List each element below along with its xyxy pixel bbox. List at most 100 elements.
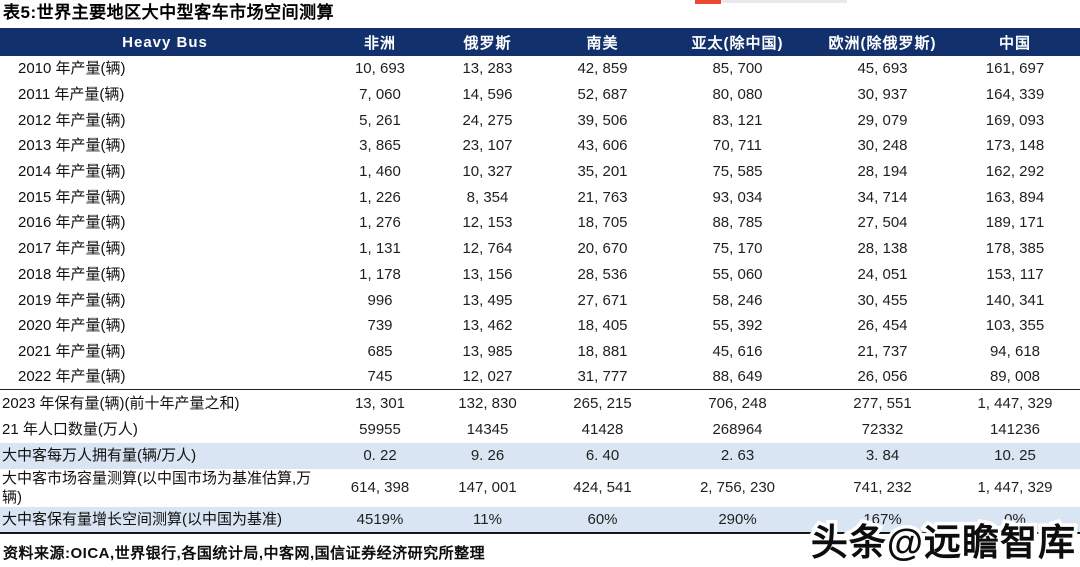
watermark-outline: 头条@远瞻智库 <box>807 521 1078 565</box>
watermark: 头条@远瞻智库 头条@远瞻智库 <box>807 521 1078 565</box>
cell-value: 1, 131 <box>359 240 401 258</box>
cell-value: 13, 283 <box>462 60 513 78</box>
column-header-heavy-bus: Heavy Bus <box>122 33 208 51</box>
cell-value: 706, 248 <box>660 389 815 417</box>
cell-value: 13, 462 <box>462 317 513 335</box>
row-label: 2015 年产量(辆) <box>18 188 126 206</box>
cell-value: 1, 276 <box>359 214 401 232</box>
cell-value: 70, 711 <box>713 137 762 155</box>
cell-value: 1, 226 <box>359 188 401 206</box>
cell-value: 745 <box>367 368 393 386</box>
cell-value: 24, 051 <box>857 265 908 283</box>
column-header: 南美 <box>586 34 619 52</box>
cell-value: 89, 008 <box>989 368 1041 386</box>
cell-value: 75, 585 <box>712 163 763 181</box>
cell-value: 31, 777 <box>577 368 628 386</box>
row-label: 2016 年产量(辆) <box>18 214 126 232</box>
cell-value: 153, 117 <box>986 265 1044 283</box>
column-header: 俄罗斯 <box>463 34 512 52</box>
table-row: 2010 年产量(辆) 10, 693 13, 283 42, 859 85, 700 4… <box>0 56 1080 82</box>
row-label: 2018 年产量(辆) <box>18 265 126 283</box>
cell-value: 268964 <box>712 421 763 439</box>
cell-value: 45, 616 <box>712 342 763 360</box>
table-row: 2014 年产量(辆) 1, 460 10, 327 35, 201 75, 585 28… <box>0 159 1080 185</box>
cell-value: 35, 201 <box>577 163 628 181</box>
cell-value: 28, 194 <box>857 163 908 181</box>
table-title: 表5:世界主要地区大中型客车市场空间测算 <box>3 3 335 22</box>
cell-value: 28, 138 <box>857 240 908 258</box>
cell-value: 169, 093 <box>985 111 1045 129</box>
cell-value: 189, 171 <box>985 214 1045 232</box>
column-header: 中国 <box>998 34 1031 52</box>
cell-value: 93, 034 <box>712 188 763 206</box>
cell-value: 41428 <box>581 421 624 439</box>
table-row: 2019 年产量(辆) 996 13, 495 27, 671 58, 246 30, 4… <box>0 287 1080 313</box>
column-header: 非洲 <box>363 34 396 52</box>
cell-value: 164, 339 <box>985 86 1045 104</box>
cell-value: 30, 248 <box>857 137 908 155</box>
cell-value: 42, 859 <box>577 60 628 78</box>
row-label: 2020 年产量(辆) <box>18 317 126 335</box>
table-row: 2021 年产量(辆) 685 13, 985 18, 881 45, 616 21, 7… <box>0 339 1080 365</box>
cell-value: 685 <box>367 342 393 360</box>
cell-value: 4519% <box>330 506 430 534</box>
top-progress-accent <box>695 0 721 4</box>
cell-value: 30, 937 <box>857 86 908 104</box>
cell-value: 8, 354 <box>466 188 509 206</box>
cell-value: 996 <box>367 291 393 309</box>
cell-value: 741, 232 <box>853 479 912 497</box>
cell-value: 161, 697 <box>985 60 1045 78</box>
data-table: Heavy Bus 非洲 俄罗斯 南美 亚太(除中国) 欧洲(除俄罗斯) 中国 2010 年… <box>0 28 1080 534</box>
cell-value: 80, 080 <box>712 86 763 104</box>
row-label: 大中客每万人拥有量(辆/万人) <box>2 447 197 465</box>
cell-value: 3, 865 <box>359 137 401 155</box>
cell-value: 277, 551 <box>815 389 950 417</box>
cell-value: 9. 26 <box>470 447 505 465</box>
table-row: 21 年人口数量(万人) 59955 14345 41428 268964 72332 14… <box>0 417 1080 443</box>
cell-value: 59955 <box>359 421 401 439</box>
cell-value: 43, 606 <box>577 137 628 155</box>
cell-value: 88, 785 <box>712 214 763 232</box>
cell-value: 26, 454 <box>857 317 908 335</box>
table-row: 2018 年产量(辆) 1, 178 13, 156 28, 536 55, 060 24… <box>0 262 1080 288</box>
cell-value: 30, 455 <box>857 291 908 309</box>
cell-value: 34, 714 <box>857 188 908 206</box>
cell-value: 18, 405 <box>577 317 628 335</box>
cell-value: 167% <box>815 506 950 534</box>
cell-value: 29, 079 <box>857 111 908 129</box>
table-row: 2022 年产量(辆) 745 12, 027 31, 777 88, 649 26, 0… <box>0 364 1080 390</box>
cell-value: 55, 060 <box>712 265 763 283</box>
table-header-row: Heavy Bus 非洲 俄罗斯 南美 亚太(除中国) 欧洲(除俄罗斯) 中国 <box>0 28 1080 56</box>
cell-value: 14, 596 <box>462 86 513 104</box>
row-label: 2022 年产量(辆) <box>18 368 126 386</box>
cell-value: 20, 670 <box>577 240 628 258</box>
table-row: 2015 年产量(辆) 1, 226 8, 354 21, 763 93, 034 34,… <box>0 184 1080 210</box>
table-row: 2013 年产量(辆) 3, 865 23, 107 43, 606 70, 711 30… <box>0 133 1080 159</box>
table-body: 2010 年产量(辆) 10, 693 13, 283 42, 859 85, 700 4… <box>0 56 1080 534</box>
cell-value: 12, 027 <box>462 368 513 386</box>
row-label: 大中客市场容量测算(以中国市场为基准估算,万辆) <box>2 469 312 506</box>
cell-value: 21, 737 <box>857 342 908 360</box>
cell-value: 141236 <box>989 421 1041 439</box>
table-row: 2011 年产量(辆) 7, 060 14, 596 52, 687 80, 080 30… <box>0 82 1080 108</box>
source-note: 资料来源:OICA,世界银行,各国统计局,中客网,国信证券经济研究所整理 <box>3 544 486 562</box>
cell-value: 24, 275 <box>462 111 513 129</box>
cell-value: 13, 495 <box>462 291 513 309</box>
table-row: 2012 年产量(辆) 5, 261 24, 275 39, 506 83, 121 29… <box>0 107 1080 133</box>
cell-value: 10. 25 <box>994 447 1036 465</box>
cell-value: 3. 84 <box>865 447 900 465</box>
row-label: 2023 年保有量(辆)(前十年产量之和) <box>0 389 330 417</box>
cell-value: 27, 671 <box>577 291 628 309</box>
cell-value: 265, 215 <box>545 389 660 417</box>
row-label: 2011 年产量(辆) <box>18 86 125 104</box>
cell-value: 163, 894 <box>985 188 1045 206</box>
cell-value: 27, 504 <box>857 214 908 232</box>
cell-value: 10, 327 <box>462 163 513 181</box>
cell-value: 12, 153 <box>462 214 513 232</box>
row-label: 2013 年产量(辆) <box>18 137 126 155</box>
cell-value: 39, 506 <box>577 111 628 129</box>
row-label: 2017 年产量(辆) <box>18 240 126 258</box>
table-row: 大中客每万人拥有量(辆/万人) 0. 22 9. 26 6. 40 2. 63 3. 84… <box>0 442 1080 469</box>
cell-value: 21, 763 <box>577 188 628 206</box>
cell-value: 45, 693 <box>857 60 908 78</box>
